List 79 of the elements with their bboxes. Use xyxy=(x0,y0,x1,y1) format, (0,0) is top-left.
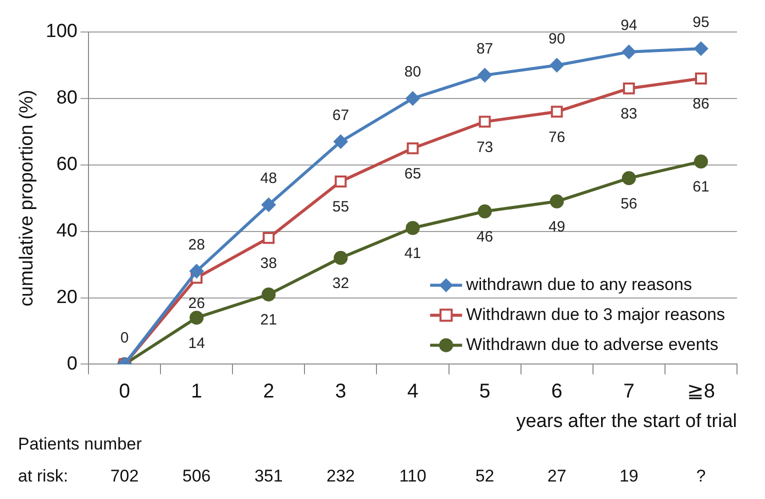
point xyxy=(190,310,204,325)
point xyxy=(478,116,491,128)
point xyxy=(622,44,636,59)
x-tick-label: 6 xyxy=(551,380,562,403)
point xyxy=(262,232,275,244)
point xyxy=(406,142,419,154)
data-label: 26 xyxy=(188,294,205,312)
text: 110 xyxy=(399,466,426,486)
point xyxy=(622,171,636,186)
data-label: 28 xyxy=(188,236,205,254)
x-tick-label: 0 xyxy=(118,380,130,403)
data-label: 41 xyxy=(404,245,422,262)
point xyxy=(262,198,276,212)
data-label: 95 xyxy=(692,14,710,31)
point xyxy=(550,194,564,208)
y-tick-label: 80 xyxy=(56,88,78,109)
data-label: 21 xyxy=(260,312,277,329)
data-label: 32 xyxy=(332,275,350,292)
data-label: 80 xyxy=(404,64,422,81)
point xyxy=(478,204,492,218)
point xyxy=(622,82,635,94)
point xyxy=(550,106,563,118)
text: 27 xyxy=(547,466,566,486)
point xyxy=(694,42,708,56)
text: 702 xyxy=(110,466,139,486)
x-tick-label: 2 xyxy=(263,380,274,403)
point xyxy=(406,91,420,106)
data-label: 0 xyxy=(120,329,129,346)
text: 232 xyxy=(326,466,355,486)
data-label: 90 xyxy=(548,30,566,48)
point xyxy=(190,264,204,278)
data-label: 86 xyxy=(692,96,710,113)
data-label: 49 xyxy=(548,218,566,236)
x-tick-label: 1 xyxy=(191,380,202,403)
point xyxy=(694,154,708,169)
data-label: 56 xyxy=(620,195,638,212)
y-tick-label: 0 xyxy=(66,353,78,374)
text: at risk: xyxy=(18,466,68,486)
point xyxy=(478,68,492,82)
legend-label: Withdrawn due to 3 major reasons xyxy=(466,304,726,324)
point xyxy=(695,72,707,84)
data-label: 61 xyxy=(692,178,710,196)
data-label: 65 xyxy=(404,165,422,182)
data-label: 38 xyxy=(260,255,277,272)
text: 52 xyxy=(475,466,494,486)
x-tick-label: 7 xyxy=(623,380,634,403)
data-label: 87 xyxy=(476,40,494,58)
text: 19 xyxy=(619,466,638,486)
legend-label: withdrawn due to any reasons xyxy=(465,274,692,294)
point xyxy=(262,287,276,302)
point xyxy=(550,58,564,72)
data-label: 46 xyxy=(476,228,494,246)
y-axis-title: cumulative proportion (%) xyxy=(16,90,38,306)
point xyxy=(334,250,348,265)
data-label: 67 xyxy=(332,106,350,124)
data-label: 83 xyxy=(620,106,638,123)
y-tick-label: 40 xyxy=(56,220,78,242)
data-label: 14 xyxy=(188,334,205,352)
data-label: 48 xyxy=(260,170,277,187)
data-label: 94 xyxy=(620,17,638,34)
point xyxy=(334,176,347,188)
data-label: 76 xyxy=(548,128,566,146)
y-tick-label: 20 xyxy=(56,286,78,308)
x-tick-label: 3 xyxy=(335,380,346,403)
text: 506 xyxy=(182,466,211,486)
x-tick-label: ≧8 xyxy=(686,380,716,403)
point xyxy=(406,221,420,235)
y-tick-label: 60 xyxy=(56,154,78,176)
text: Patients number xyxy=(18,434,142,454)
text: ? xyxy=(696,466,706,486)
x-axis-title: years after the start of trial xyxy=(516,410,737,432)
y-tick-label: 100 xyxy=(46,21,78,42)
data-label: 73 xyxy=(476,138,494,156)
point xyxy=(334,134,348,149)
legend-label: Withdrawn due to adverse events xyxy=(466,334,718,354)
x-tick-label: 5 xyxy=(479,380,490,403)
x-tick-label: 4 xyxy=(407,380,418,403)
data-label: 55 xyxy=(332,198,350,216)
text: 351 xyxy=(254,466,283,486)
